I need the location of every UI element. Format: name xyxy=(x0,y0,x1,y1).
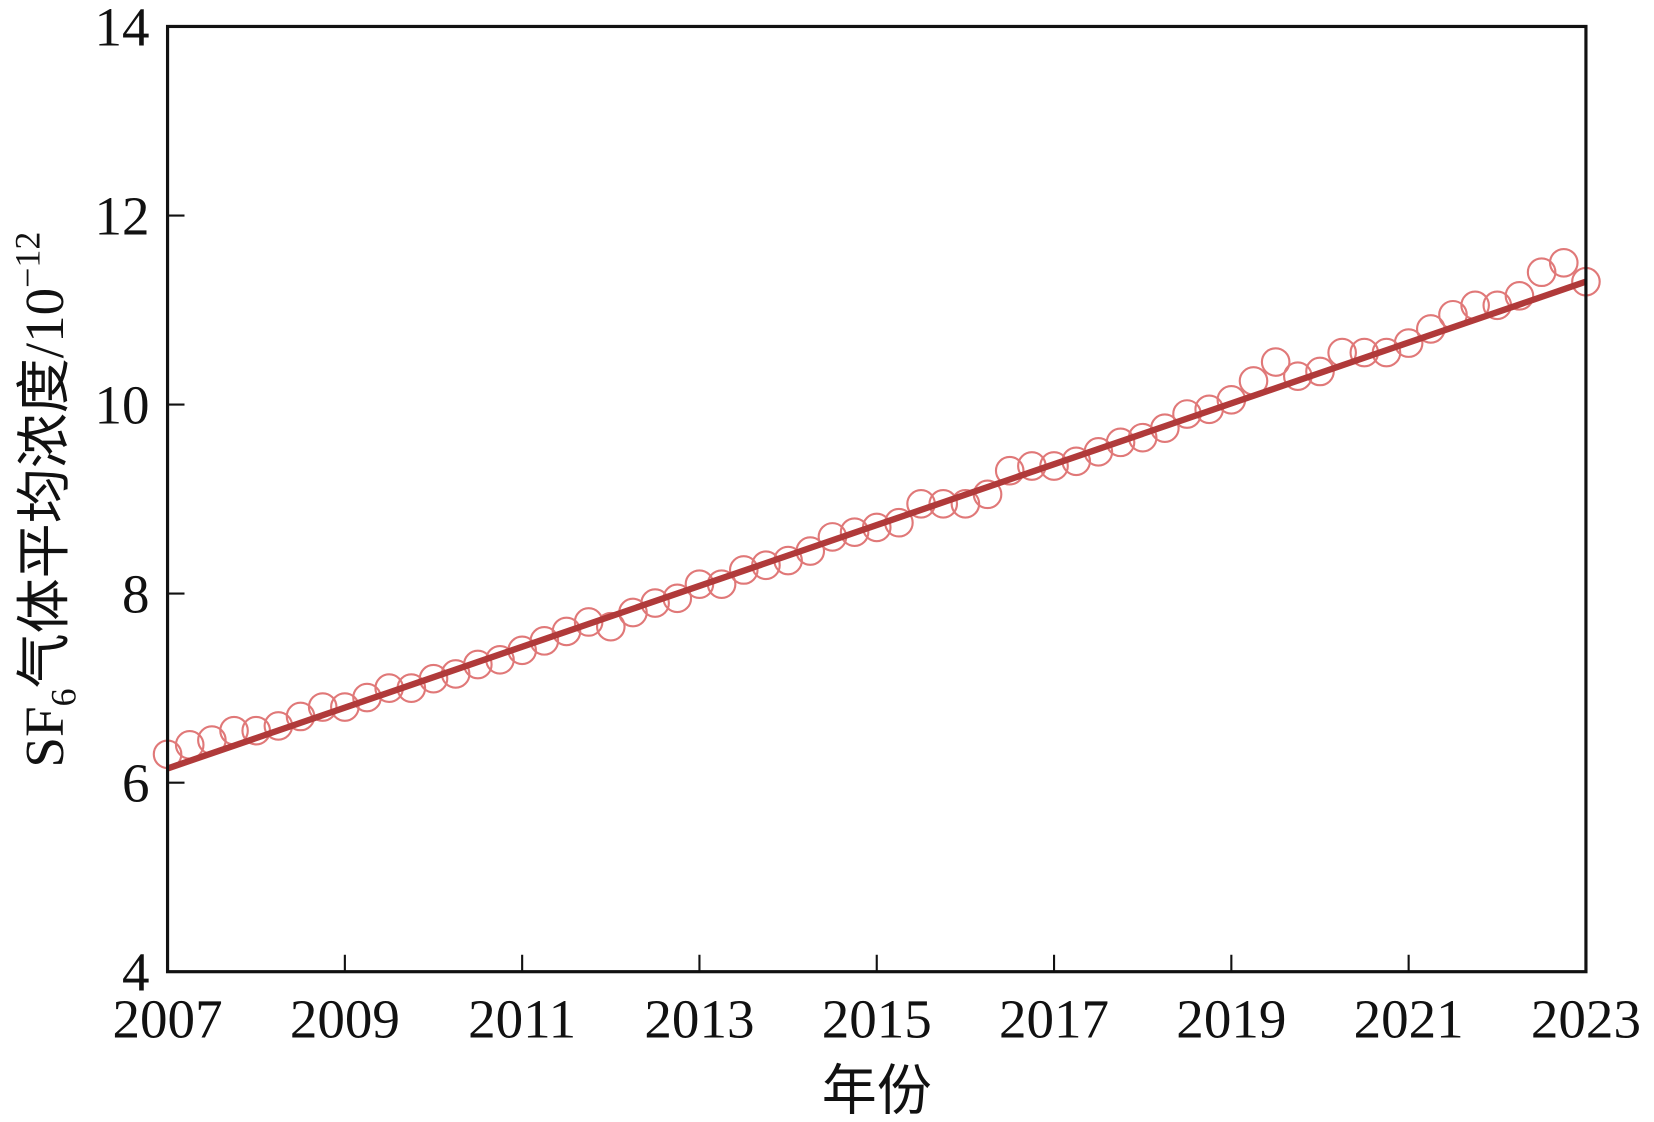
data-point xyxy=(728,555,759,585)
y-label-sup: −12 xyxy=(7,232,47,288)
data-point xyxy=(1393,328,1424,358)
data-point xyxy=(1260,347,1291,377)
x-tick-label: 2021 xyxy=(1354,988,1464,1049)
data-point xyxy=(307,692,338,722)
data-point xyxy=(1526,257,1557,288)
data-point xyxy=(551,616,582,647)
y-label-part: SF xyxy=(14,706,75,767)
y-tick-label: 8 xyxy=(122,564,150,625)
data-point xyxy=(839,517,870,547)
x-tick-label: 2013 xyxy=(644,988,754,1049)
data-point xyxy=(950,488,981,519)
x-tick-label: 2011 xyxy=(468,988,576,1049)
x-tick-label: 2019 xyxy=(1176,988,1286,1049)
x-tick-label: 2017 xyxy=(999,988,1109,1049)
data-point xyxy=(1548,247,1579,278)
x-tick-label: 2007 xyxy=(113,988,223,1049)
data-point xyxy=(1105,427,1136,458)
y-tick-label: 6 xyxy=(122,753,150,814)
x-tick-label: 2015 xyxy=(822,988,932,1049)
y-tick-label: 14 xyxy=(95,0,150,58)
data-point xyxy=(994,455,1025,486)
data-point xyxy=(595,611,626,642)
y-label-part: 气体平均浓度/10 xyxy=(14,288,75,689)
y-tick-label: 12 xyxy=(95,186,150,247)
x-tick-label: 2023 xyxy=(1531,988,1641,1049)
data-point xyxy=(330,692,360,722)
y-label-sub: 6 xyxy=(43,688,83,706)
trend-line xyxy=(166,278,1587,772)
plot-frame xyxy=(165,24,1588,974)
y-tick-label: 4 xyxy=(122,942,150,1003)
x-tick-label: 2009 xyxy=(290,988,400,1049)
y-axis-label: SF6气体平均浓度/10−12 xyxy=(7,232,83,768)
data-point xyxy=(1504,281,1535,311)
y-tick-label: 10 xyxy=(95,375,150,436)
x-axis-label: 年份 xyxy=(822,1060,932,1121)
